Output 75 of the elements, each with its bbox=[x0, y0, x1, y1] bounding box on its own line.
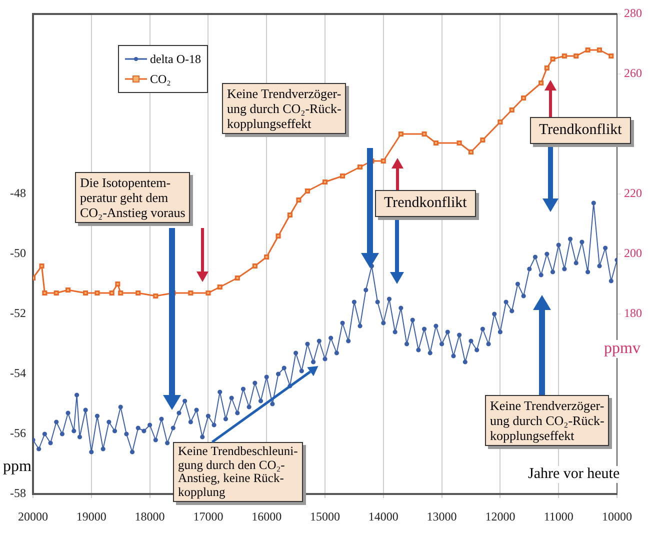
annotation: Keine Trendverzöger- ung durch CO₂-Rück- kopplungseffekt bbox=[485, 395, 610, 446]
point bbox=[118, 290, 124, 296]
point bbox=[521, 95, 526, 101]
y2-tick-label: 220 bbox=[624, 186, 642, 200]
point bbox=[252, 263, 258, 269]
y-tick-label: -50 bbox=[10, 246, 26, 260]
point bbox=[480, 137, 486, 143]
legend-label: CO₂ bbox=[150, 72, 171, 86]
point bbox=[206, 290, 211, 296]
point bbox=[380, 158, 386, 164]
point bbox=[509, 107, 514, 113]
point bbox=[596, 47, 602, 53]
x-tick-label: 20000 bbox=[18, 509, 48, 524]
annotation: Trendkonflikt bbox=[375, 190, 476, 217]
annotation: Trendkonflikt bbox=[530, 117, 631, 144]
point bbox=[422, 131, 427, 137]
point bbox=[585, 47, 590, 53]
point bbox=[39, 263, 44, 269]
x-tick-label: 13000 bbox=[426, 509, 457, 524]
annotation: Keine Trendbeschleuni- gung durch den CO₂- Anstieg, keine Rück- kopplung bbox=[173, 442, 303, 502]
y2-tick-label: 200 bbox=[624, 246, 642, 260]
x-tick-label: 14000 bbox=[368, 509, 398, 524]
point bbox=[574, 53, 579, 59]
x-tick-label: 17000 bbox=[193, 509, 224, 524]
point bbox=[296, 197, 302, 203]
point bbox=[54, 290, 59, 296]
point bbox=[562, 53, 567, 59]
y-tick-label: -56 bbox=[10, 426, 26, 440]
point bbox=[304, 188, 310, 194]
point bbox=[94, 290, 100, 296]
point bbox=[234, 275, 240, 281]
point bbox=[498, 119, 503, 125]
point bbox=[287, 212, 292, 218]
y2-tick-label: 280 bbox=[624, 6, 642, 20]
point bbox=[217, 284, 222, 290]
point bbox=[433, 140, 438, 146]
x-tick-label: 12000 bbox=[485, 509, 516, 524]
point bbox=[340, 173, 346, 179]
y-tick-label: -54 bbox=[10, 366, 26, 380]
point bbox=[136, 290, 141, 296]
x-tick-label: 15000 bbox=[310, 509, 340, 524]
legend-label: delta O-18 bbox=[150, 52, 201, 66]
point bbox=[188, 290, 194, 296]
point bbox=[538, 80, 544, 86]
point bbox=[66, 287, 71, 293]
point bbox=[276, 233, 281, 239]
y2-tick-label: 180 bbox=[624, 306, 642, 320]
point bbox=[109, 290, 114, 296]
y2-axis-title: ppmv bbox=[604, 340, 640, 358]
point bbox=[115, 281, 120, 287]
y-tick-label: -48 bbox=[10, 186, 26, 200]
x-tick-label: 18000 bbox=[134, 509, 165, 524]
point bbox=[42, 290, 48, 296]
point bbox=[608, 53, 614, 59]
y-axis-title: ppm bbox=[3, 458, 32, 476]
point bbox=[544, 65, 550, 71]
annotation: Die Isotopentem- peratur geht dem CO₂-Anstieg voraus bbox=[75, 172, 190, 223]
x-tick-label: 10000 bbox=[602, 509, 632, 524]
point bbox=[358, 164, 363, 170]
point bbox=[550, 56, 556, 62]
point bbox=[153, 293, 158, 299]
point bbox=[322, 179, 328, 185]
x-axis-title: Jahre vor heute bbox=[526, 466, 622, 483]
x-tick-label: 11000 bbox=[544, 509, 574, 524]
point bbox=[83, 290, 88, 296]
annotation: Keine Trendverzöger- ung durch CO₂-Rück- kopplungseffekt bbox=[222, 83, 346, 134]
point bbox=[398, 131, 404, 137]
y-tick-label: -52 bbox=[10, 306, 26, 320]
point bbox=[264, 254, 270, 260]
y-tick-label: -58 bbox=[10, 486, 26, 500]
point bbox=[468, 149, 474, 155]
x-tick-label: 16000 bbox=[252, 509, 282, 524]
x-tick-label: 19000 bbox=[76, 509, 106, 524]
y2-tick-label: 260 bbox=[624, 66, 642, 80]
point bbox=[456, 140, 462, 146]
